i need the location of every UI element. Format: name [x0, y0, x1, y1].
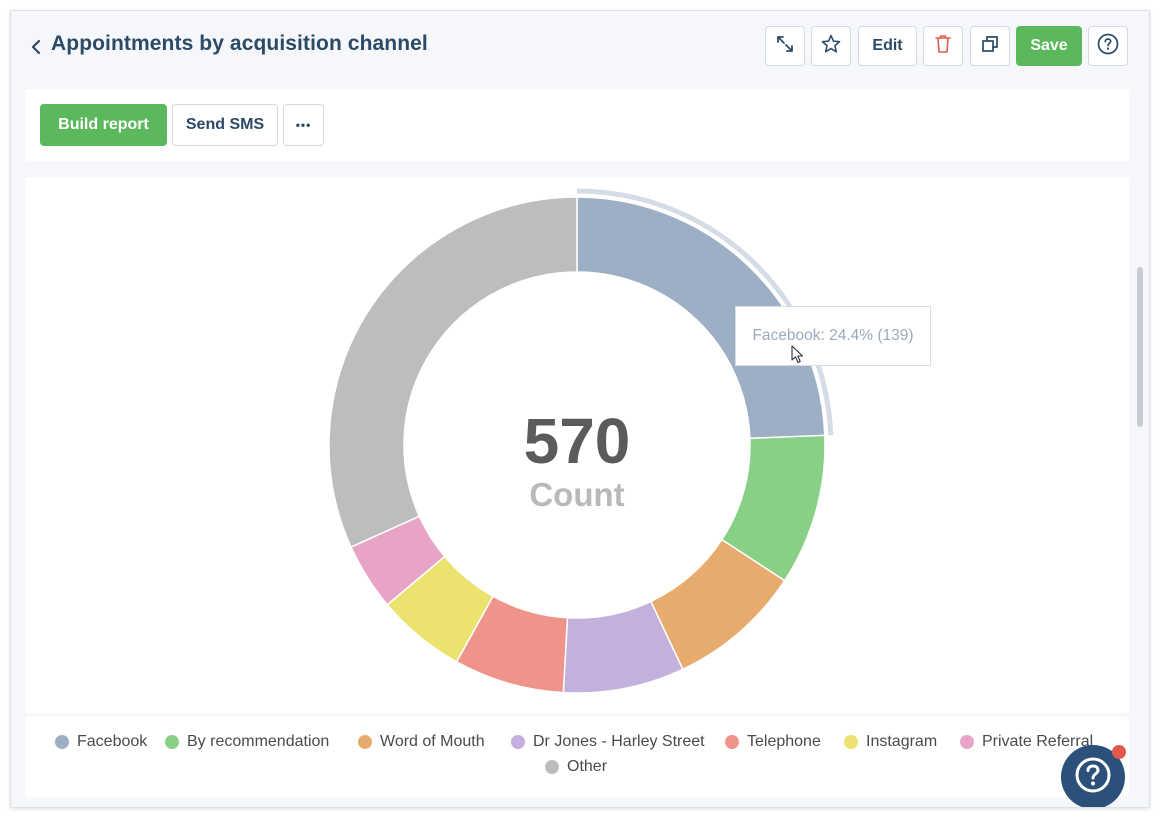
trash-icon: [934, 34, 952, 59]
delete-button[interactable]: [923, 26, 963, 66]
legend-label: By recommendation: [187, 733, 330, 750]
copy-icon: [980, 34, 1000, 59]
legend-label: Other: [567, 758, 608, 775]
chart-card: 570 Count Facebook: 24.4% (139): [25, 177, 1129, 713]
legend-color-dot: [960, 735, 974, 749]
legend-color-dot: [165, 735, 179, 749]
highlighted-slice-halo: [576, 188, 834, 436]
legend-item-other[interactable]: Other: [545, 758, 607, 776]
scrollbar-thumb[interactable]: [1137, 267, 1143, 427]
center-value: 570: [523, 405, 631, 477]
duplicate-button[interactable]: [970, 26, 1010, 66]
center-label: Count: [529, 476, 625, 513]
legend-color-dot: [844, 735, 858, 749]
page-title: Appointments by acquisition channel: [51, 32, 428, 55]
legend-color-dot: [545, 760, 559, 774]
legend-item-telephone[interactable]: Telephone: [725, 733, 821, 751]
mouse-cursor-icon: [791, 345, 805, 370]
donut-chart: [328, 188, 834, 694]
chart-tooltip: Facebook: 24.4% (139): [735, 306, 931, 366]
legend-item-private-referral[interactable]: Private Referral: [960, 733, 1093, 751]
legend-item-word-of-mouth[interactable]: Word of Mouth: [358, 733, 485, 751]
legend-item-by-recommendation[interactable]: By recommendation: [165, 733, 329, 751]
legend-color-dot: [55, 735, 69, 749]
legend-item-instagram[interactable]: Instagram: [844, 733, 937, 751]
save-button[interactable]: Save: [1016, 26, 1082, 66]
expand-icon: [775, 34, 795, 59]
star-icon: [820, 33, 842, 60]
more-options-button[interactable]: •••: [283, 104, 324, 146]
question-circle-icon: [1074, 756, 1112, 799]
chart-legend: Facebook By recommendation Word of Mouth Dr…: [25, 717, 1129, 797]
expand-button[interactable]: [765, 26, 805, 66]
notification-badge: [1112, 745, 1126, 759]
legend-color-dot: [511, 735, 525, 749]
question-circle-icon: [1097, 33, 1119, 60]
donut-slice-other[interactable]: [328, 196, 578, 549]
legend-color-dot: [358, 735, 372, 749]
legend-item-dr-jones-harley-street[interactable]: Dr Jones - Harley Street: [511, 733, 705, 751]
back-chevron-icon[interactable]: [31, 39, 41, 55]
legend-label: Word of Mouth: [380, 733, 485, 750]
report-window: Appointments by acquisition channel Edit: [10, 10, 1150, 808]
legend-label: Telephone: [747, 733, 821, 750]
action-bar: Build report Send SMS •••: [25, 89, 1129, 161]
legend-label: Instagram: [866, 733, 938, 750]
legend-label: Private Referral: [982, 733, 1094, 750]
legend-label: Dr Jones - Harley Street: [533, 733, 705, 750]
build-report-button[interactable]: Build report: [40, 104, 167, 146]
legend-item-facebook[interactable]: Facebook: [55, 733, 147, 751]
favorite-button[interactable]: [811, 26, 851, 66]
legend-label: Facebook: [77, 733, 148, 750]
legend-color-dot: [725, 735, 739, 749]
edit-button[interactable]: Edit: [858, 26, 917, 66]
send-sms-button[interactable]: Send SMS: [172, 104, 278, 146]
help-button[interactable]: [1088, 26, 1128, 66]
